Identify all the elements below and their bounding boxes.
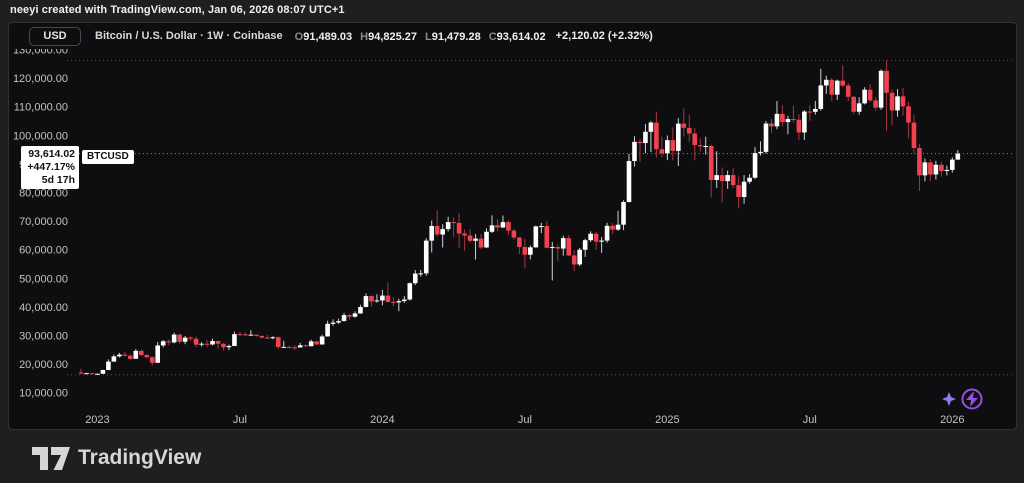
price-axis-label[interactable]: 80,000.00 [19, 188, 68, 200]
change-percent: +447.17% [27, 161, 75, 173]
time-axis-label[interactable]: 2024 [370, 414, 394, 426]
lightning-bolt-icon [966, 391, 978, 407]
price-axis-label[interactable]: 30,000.00 [19, 331, 68, 343]
currency-button[interactable]: USD [29, 26, 81, 46]
time-axis-label[interactable]: Jul [233, 414, 247, 426]
tradingview-logo-icon[interactable] [32, 447, 72, 471]
sparkle-star-icon [942, 392, 956, 406]
price-axis-label[interactable]: 10,000.00 [19, 388, 68, 400]
time-axis-label[interactable]: Jul [518, 414, 532, 426]
price-change: +2,120.02 (+2.32%) [555, 30, 653, 42]
boost-circle [961, 388, 983, 410]
tradingview-logo-text[interactable]: TradingView [78, 446, 202, 469]
time-axis-label[interactable]: 2025 [655, 414, 679, 426]
price-axis-label[interactable]: 100,000.00 [13, 130, 68, 142]
candlestick-plot[interactable]: 130,000.00 120,000.00 110,000.00 100,000.00… [9, 49, 1016, 429]
ohlc-open: O91,489.03 [294, 31, 353, 43]
ohlc-high: H94,825.27 [360, 31, 418, 43]
ohlc-low: L91,479.28 [425, 31, 481, 43]
attribution-text: neeyi created with TradingView.com, Jan … [10, 4, 345, 16]
current-price-label: 93,614.02 +447.17% 5d 17h [21, 146, 79, 189]
bar-countdown: 5d 17h [41, 174, 75, 186]
price-axis-label[interactable]: 50,000.00 [19, 273, 68, 285]
price-axis-label[interactable]: 70,000.00 [19, 216, 68, 228]
time-axis-label[interactable]: 2026 [940, 414, 964, 426]
ohlc-close: C93,614.02 [488, 31, 546, 43]
time-axis-label[interactable]: Jul [803, 414, 817, 426]
price-axis-label[interactable]: 40,000.00 [19, 302, 68, 314]
chart-legend: USD Bitcoin / U.S. Dollar · 1W · Coinbas… [9, 23, 1016, 49]
lightning-boost-icon[interactable] [939, 381, 985, 417]
current-price: 93,614.02 [28, 148, 75, 160]
price-axis-label[interactable]: 20,000.00 [19, 359, 68, 371]
price-axis-label[interactable]: 130,000.00 [13, 49, 68, 57]
chart-card: 130,000.00 120,000.00 110,000.00 100,000.00… [8, 22, 1017, 430]
price-axis-label[interactable]: 120,000.00 [13, 73, 68, 85]
price-axis-label[interactable]: 60,000.00 [19, 245, 68, 257]
time-axis-label[interactable]: 2023 [85, 414, 109, 426]
price-axis-label[interactable]: 110,000.00 [14, 102, 68, 114]
symbol-title[interactable]: Bitcoin / U.S. Dollar · 1W · Coinbase [95, 30, 283, 42]
symbol-tag-label: BTCUSD [82, 150, 134, 164]
